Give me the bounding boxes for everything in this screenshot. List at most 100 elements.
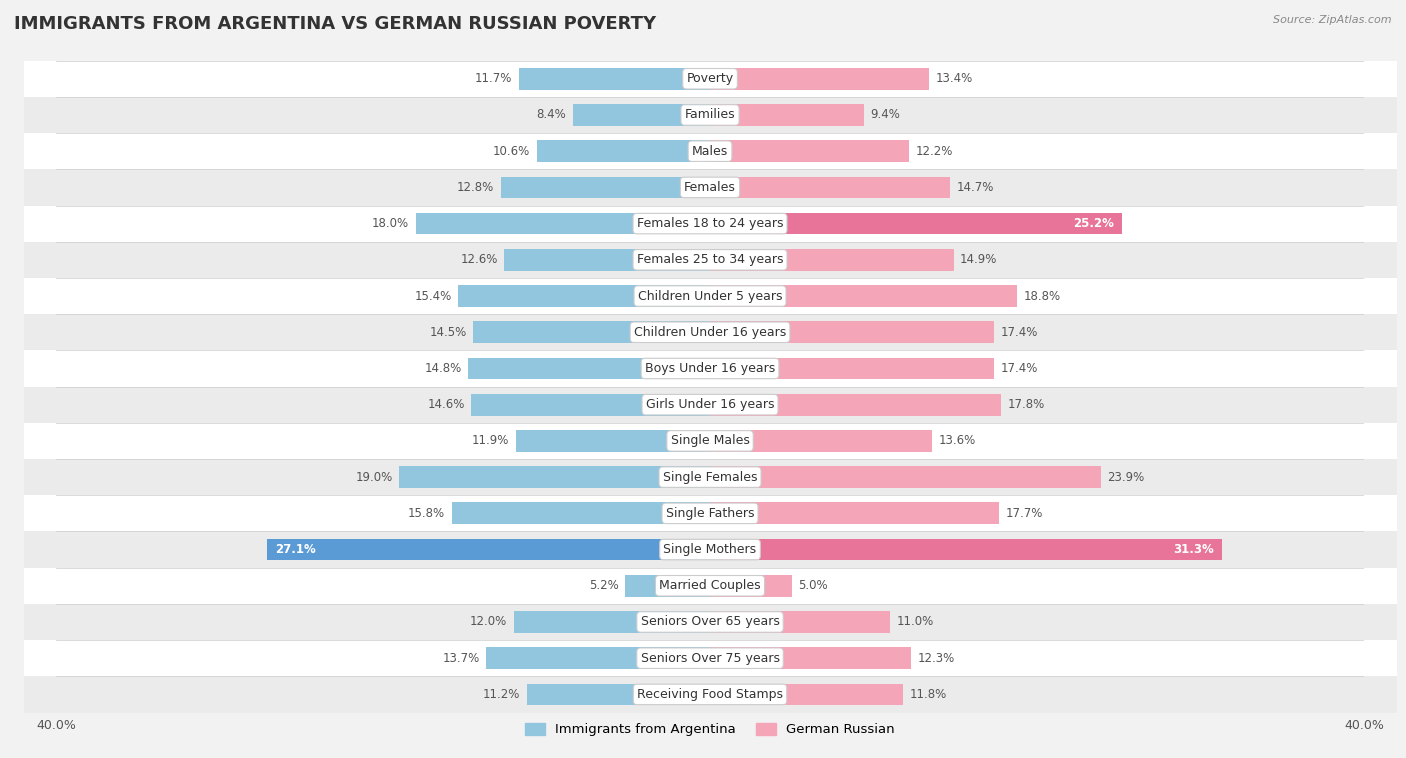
Bar (24, 459, 1396, 495)
Bar (24, 676, 1396, 713)
Text: 8.4%: 8.4% (537, 108, 567, 121)
Bar (472, 321, 710, 343)
Text: 9.4%: 9.4% (870, 108, 900, 121)
Bar (515, 611, 710, 633)
Text: Receiving Food Stamps: Receiving Food Stamps (637, 688, 783, 701)
Text: 18.8%: 18.8% (1024, 290, 1062, 302)
Text: 5.2%: 5.2% (589, 579, 619, 592)
Bar (527, 684, 710, 705)
Bar (710, 575, 792, 597)
Bar (267, 539, 710, 560)
Bar (24, 97, 1396, 133)
Legend: Immigrants from Argentina, German Russian: Immigrants from Argentina, German Russia… (520, 718, 900, 742)
Bar (24, 242, 1396, 278)
Bar (468, 358, 710, 379)
Text: Source: ZipAtlas.com: Source: ZipAtlas.com (1274, 15, 1392, 25)
Bar (24, 278, 1396, 314)
Bar (24, 604, 1396, 640)
Bar (710, 684, 903, 705)
Text: 12.3%: 12.3% (918, 652, 955, 665)
Text: 11.8%: 11.8% (910, 688, 946, 701)
Bar (626, 575, 710, 597)
Bar (24, 531, 1396, 568)
Text: 11.0%: 11.0% (897, 615, 934, 628)
Bar (710, 285, 1018, 307)
Text: Single Females: Single Females (662, 471, 758, 484)
Text: 17.7%: 17.7% (1005, 507, 1043, 520)
Text: 15.4%: 15.4% (415, 290, 451, 302)
Text: 11.9%: 11.9% (471, 434, 509, 447)
Bar (710, 539, 1222, 560)
Text: 14.8%: 14.8% (425, 362, 461, 375)
Text: Single Males: Single Males (671, 434, 749, 447)
Text: Females 25 to 34 years: Females 25 to 34 years (637, 253, 783, 266)
Text: 17.8%: 17.8% (1008, 398, 1045, 411)
Text: Single Fathers: Single Fathers (666, 507, 754, 520)
Bar (24, 568, 1396, 604)
Bar (24, 205, 1396, 242)
Bar (710, 140, 910, 162)
Bar (710, 177, 950, 199)
Bar (451, 503, 710, 525)
Bar (24, 495, 1396, 531)
Bar (710, 358, 994, 379)
Text: 18.0%: 18.0% (373, 217, 409, 230)
Text: Families: Families (685, 108, 735, 121)
Text: 14.7%: 14.7% (957, 181, 994, 194)
Bar (24, 169, 1396, 205)
Text: 25.2%: 25.2% (1073, 217, 1114, 230)
Bar (471, 394, 710, 415)
Text: 19.0%: 19.0% (356, 471, 392, 484)
Bar (24, 640, 1396, 676)
Bar (710, 394, 1001, 415)
Text: Married Couples: Married Couples (659, 579, 761, 592)
Text: 12.2%: 12.2% (915, 145, 953, 158)
Text: 14.5%: 14.5% (429, 326, 467, 339)
Bar (416, 213, 710, 234)
Text: 5.0%: 5.0% (799, 579, 828, 592)
Text: 12.6%: 12.6% (460, 253, 498, 266)
Text: 11.7%: 11.7% (475, 72, 512, 85)
Bar (519, 68, 710, 89)
Text: Seniors Over 65 years: Seniors Over 65 years (641, 615, 779, 628)
Bar (572, 104, 710, 126)
Text: 12.8%: 12.8% (457, 181, 495, 194)
Bar (710, 647, 911, 669)
Text: 11.2%: 11.2% (484, 688, 520, 701)
Bar (24, 133, 1396, 169)
Text: IMMIGRANTS FROM ARGENTINA VS GERMAN RUSSIAN POVERTY: IMMIGRANTS FROM ARGENTINA VS GERMAN RUSS… (14, 15, 657, 33)
Text: 12.0%: 12.0% (470, 615, 508, 628)
Bar (24, 61, 1396, 97)
Bar (501, 177, 710, 199)
Text: Females: Females (685, 181, 735, 194)
Bar (458, 285, 710, 307)
Text: 14.9%: 14.9% (960, 253, 997, 266)
Text: Poverty: Poverty (686, 72, 734, 85)
Bar (710, 430, 932, 452)
Bar (710, 321, 994, 343)
Bar (24, 350, 1396, 387)
Bar (710, 68, 929, 89)
Text: 31.3%: 31.3% (1173, 543, 1213, 556)
Text: 23.9%: 23.9% (1107, 471, 1144, 484)
Bar (24, 423, 1396, 459)
Text: Boys Under 16 years: Boys Under 16 years (645, 362, 775, 375)
Text: 14.6%: 14.6% (427, 398, 465, 411)
Bar (537, 140, 710, 162)
Text: 10.6%: 10.6% (494, 145, 530, 158)
Text: Girls Under 16 years: Girls Under 16 years (645, 398, 775, 411)
Bar (399, 466, 710, 488)
Text: 13.7%: 13.7% (443, 652, 479, 665)
Bar (710, 611, 890, 633)
Text: 15.8%: 15.8% (408, 507, 446, 520)
Text: 27.1%: 27.1% (276, 543, 316, 556)
Bar (486, 647, 710, 669)
Text: 17.4%: 17.4% (1001, 362, 1039, 375)
Bar (516, 430, 710, 452)
Bar (710, 249, 953, 271)
Text: Males: Males (692, 145, 728, 158)
Text: Females 18 to 24 years: Females 18 to 24 years (637, 217, 783, 230)
Bar (710, 466, 1101, 488)
Text: Children Under 5 years: Children Under 5 years (638, 290, 782, 302)
Text: Seniors Over 75 years: Seniors Over 75 years (641, 652, 779, 665)
